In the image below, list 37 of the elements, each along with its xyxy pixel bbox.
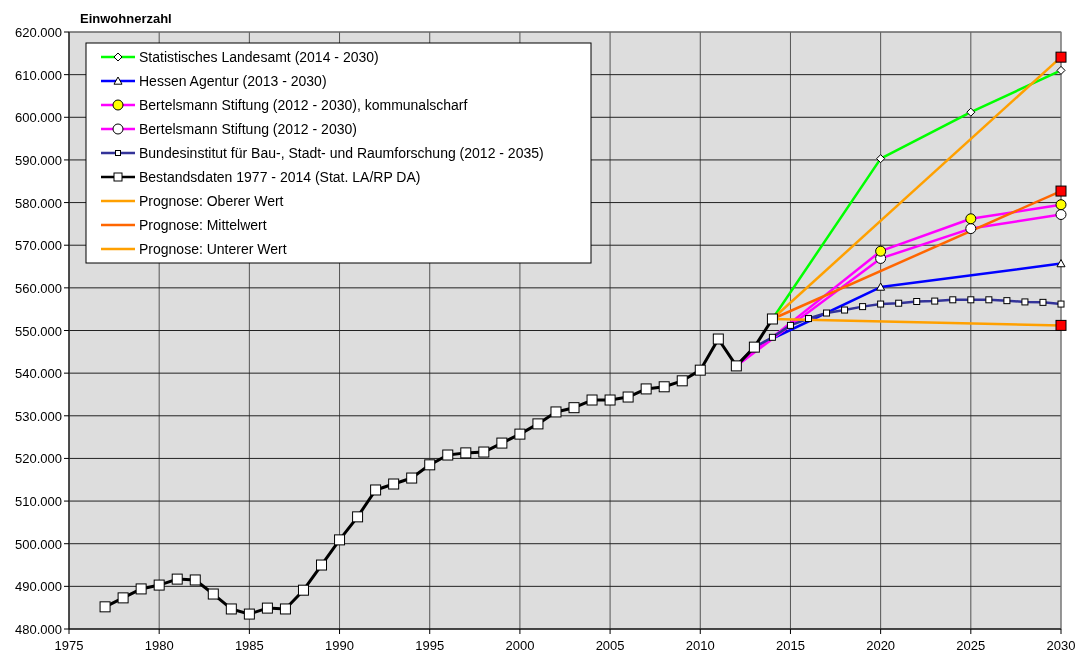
y-tick-label: 530.000 (15, 408, 62, 424)
x-tick-label: 1975 (54, 638, 84, 653)
legend-label: Prognose: Oberer Wert (139, 193, 284, 209)
y-tick-label: 610.000 (15, 67, 62, 83)
x-tick-label: 1990 (325, 638, 355, 653)
legend-label: Statistisches Landesamt (2014 - 2030) (139, 49, 379, 65)
x-tick-label: 2000 (505, 638, 535, 653)
chart-title: Einwohnerzahl (80, 11, 172, 26)
legend-label: Prognose: Unterer Wert (139, 241, 287, 257)
y-tick-label: 480.000 (15, 622, 62, 637)
x-tick-label: 2005 (595, 638, 625, 653)
y-tick-label: 590.000 (15, 152, 62, 168)
y-tick-label: 510.000 (15, 494, 62, 510)
y-tick-label: 500.000 (15, 536, 62, 552)
legend-label: Bestandsdaten 1977 - 2014 (Stat. LA/RP DA) (139, 169, 421, 185)
y-tick-label: 620.000 (15, 25, 62, 40)
y-tick-label: 560.000 (15, 280, 62, 296)
legend-label: Bundesinstitut für Bau-, Stadt- und Raumforschung (2012 - 2035) (139, 145, 544, 161)
x-tick-label: 1985 (234, 638, 264, 653)
y-tick-label: 540.000 (15, 366, 62, 382)
y-tick-label: 550.000 (15, 323, 62, 339)
y-tick-label: 600.000 (15, 110, 62, 126)
y-tick-label: 580.000 (15, 195, 62, 211)
x-tick-label: 1995 (415, 638, 445, 653)
legend-label: Prognose: Mittelwert (139, 217, 267, 233)
x-tick-label: 2020 (866, 638, 896, 653)
legend-label: Bertelsmann Stiftung (2012 - 2030) (139, 121, 357, 137)
legend-label: Hessen Agentur (2013 - 2030) (139, 73, 327, 89)
x-tick-label: 1980 (144, 638, 174, 653)
y-tick-label: 570.000 (15, 238, 62, 254)
y-tick-label: 490.000 (15, 579, 62, 595)
y-tick-label: 520.000 (15, 451, 62, 467)
x-tick-label: 2025 (956, 638, 986, 653)
legend-label: Bertelsmann Stiftung (2012 - 2030), kommunalscharf (139, 97, 468, 113)
x-tick-label: 2010 (685, 638, 715, 653)
x-tick-label: 2030 (1046, 638, 1076, 653)
x-tick-label: 2015 (775, 638, 805, 653)
